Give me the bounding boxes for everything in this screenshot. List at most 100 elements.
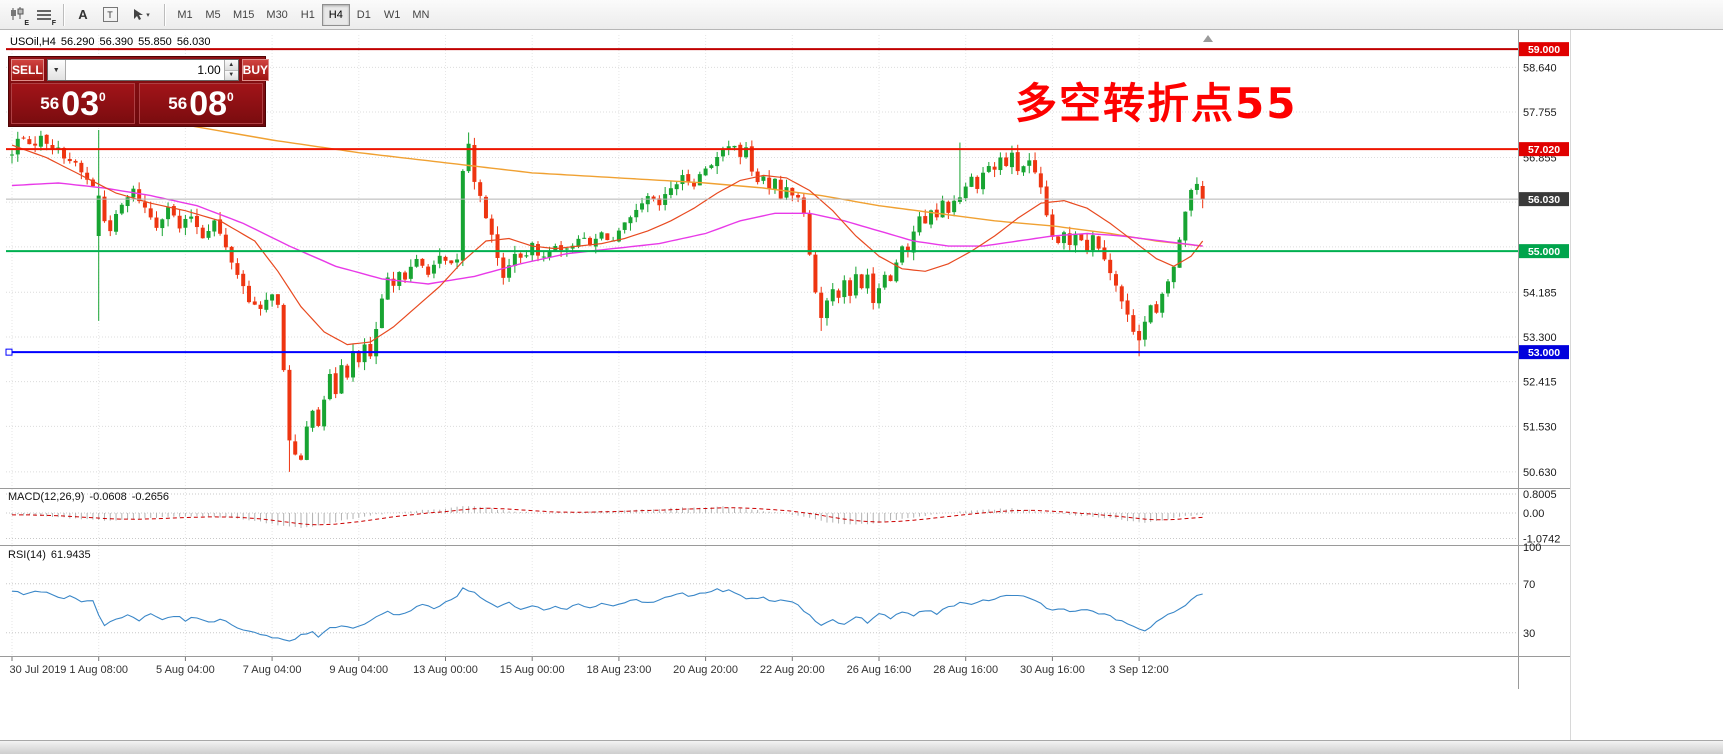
- svg-text:-1.0742: -1.0742: [1523, 533, 1560, 545]
- toolbar-separator: [63, 3, 65, 26]
- icon-sub-label: F: [51, 19, 56, 27]
- price-axis[interactable]: 58.64057.75556.85554.18553.30052.41551.5…: [1519, 42, 1569, 479]
- svg-text:53.000: 53.000: [1528, 347, 1560, 359]
- svg-text:100: 100: [1523, 542, 1541, 554]
- candlestick-chart-icon[interactable]: E: [4, 4, 30, 27]
- svg-text:30 Aug 16:00: 30 Aug 16:00: [1020, 664, 1085, 676]
- indicator-list-icon[interactable]: F: [31, 4, 57, 27]
- svg-text:59.000: 59.000: [1528, 44, 1560, 56]
- icon-sub-label: E: [24, 19, 29, 27]
- ohlc-open: 56.290: [60, 36, 95, 48]
- svg-text:56.030: 56.030: [1528, 194, 1560, 206]
- svg-text:20 Aug 20:00: 20 Aug 20:00: [673, 664, 738, 676]
- tf-d1[interactable]: D1: [356, 8, 371, 21]
- svg-text:30: 30: [1523, 628, 1535, 640]
- buy-price-sup: 0: [227, 90, 234, 104]
- rsi-line: [11, 587, 1203, 642]
- text-annotation-icon[interactable]: A: [78, 7, 88, 22]
- svg-text:18 Aug 23:00: 18 Aug 23:00: [586, 664, 651, 676]
- tf-m30[interactable]: M30: [266, 8, 288, 21]
- sell-price-display[interactable]: 56 03 0: [11, 83, 135, 124]
- svg-text:53.300: 53.300: [1523, 332, 1557, 344]
- candlestick-series: [10, 129, 1205, 472]
- tf-mn[interactable]: MN: [412, 8, 430, 21]
- volume-increase-button[interactable]: ▲: [224, 60, 238, 71]
- tf-m15[interactable]: M15: [233, 8, 255, 21]
- chart-text-annotation[interactable]: 多空转折点55: [1015, 79, 1298, 128]
- svg-text:9 Aug 04:00: 9 Aug 04:00: [329, 664, 388, 676]
- tf-h4[interactable]: H4: [321, 3, 350, 26]
- rsi-indicator-label: RSI(14) 61.9435: [8, 549, 96, 561]
- macd-name: MACD(12,26,9): [8, 491, 85, 503]
- one-click-trading-panel: SELL ▼ ▲ ▼ BUY 56 03 0 56 08 0: [8, 56, 270, 127]
- chevron-down-icon: ▼: [228, 72, 235, 79]
- buy-button[interactable]: BUY: [241, 59, 270, 81]
- horizontal-lines[interactable]: [5, 48, 1518, 356]
- volume-input[interactable]: [65, 60, 224, 80]
- bottom-panel-splitter[interactable]: [0, 740, 1723, 754]
- svg-text:0.8005: 0.8005: [1523, 489, 1557, 501]
- tf-m1[interactable]: M1: [177, 8, 193, 21]
- buy-price-display[interactable]: 56 08 0: [139, 83, 263, 124]
- tf-w1[interactable]: W1: [383, 8, 401, 21]
- svg-text:5 Aug 04:00: 5 Aug 04:00: [156, 664, 215, 676]
- svg-text:52.415: 52.415: [1523, 377, 1557, 389]
- volume-dropdown-button[interactable]: ▼: [47, 60, 66, 80]
- buy-price-prefix: 56: [168, 93, 188, 113]
- price-axis-drag-area[interactable]: [1519, 30, 1569, 690]
- rsi-panel: 100 70 30: [6, 542, 1541, 642]
- chart-shift-marker[interactable]: [1203, 35, 1213, 42]
- macd-signal-line: [11, 507, 1203, 526]
- svg-text:7 Aug 04:00: 7 Aug 04:00: [243, 664, 302, 676]
- sell-button[interactable]: SELL: [11, 59, 44, 81]
- svg-text:30 Jul 2019: 30 Jul 2019: [10, 664, 67, 676]
- toolbar-separator: [164, 3, 166, 26]
- buy-price-big: 08: [189, 84, 228, 123]
- rsi-name: RSI(14): [8, 549, 46, 561]
- rsi-value: 61.9435: [50, 549, 91, 561]
- ma-fast: [11, 144, 1204, 346]
- tf-m5[interactable]: M5: [205, 8, 221, 21]
- chevron-down-icon: ▾: [146, 11, 150, 19]
- macd-main-value: -0.0608: [89, 491, 127, 503]
- hline-handle[interactable]: [5, 348, 13, 356]
- chevron-up-icon: ▲: [228, 61, 235, 68]
- ohlc-low: 55.850: [138, 36, 172, 48]
- ma-slow: [11, 101, 1203, 247]
- toolbar: E F A T ▾ M1 M5 M15 M30 H1 H4 D1 W1 MN: [0, 0, 1723, 30]
- symbol-ohlc-label: USOil,H4 56.290 56.390 55.850 56.030: [10, 36, 215, 48]
- svg-text:13 Aug 00:00: 13 Aug 00:00: [413, 664, 478, 676]
- volume-spinner: ▲ ▼: [223, 60, 238, 80]
- svg-text:28 Aug 16:00: 28 Aug 16:00: [933, 664, 998, 676]
- volume-field: ▼ ▲ ▼: [46, 59, 239, 81]
- svg-text:57.755: 57.755: [1523, 107, 1557, 119]
- svg-text:55.000: 55.000: [1528, 246, 1560, 258]
- ohlc-close: 56.030: [176, 36, 211, 48]
- cursor-glyph: [134, 9, 144, 20]
- svg-text:51.530: 51.530: [1523, 421, 1557, 433]
- volume-decrease-button[interactable]: ▼: [224, 70, 238, 80]
- svg-text:70: 70: [1523, 579, 1535, 591]
- svg-text:3 Sep 12:00: 3 Sep 12:00: [1109, 664, 1168, 676]
- svg-text:50.630: 50.630: [1523, 467, 1557, 479]
- macd-indicator-label: MACD(12,26,9) -0.0608 -0.2656: [8, 491, 174, 503]
- panel-borders: [0, 30, 1570, 689]
- symbol-title: USOil,H4: [10, 36, 56, 48]
- tf-h1[interactable]: H1: [300, 8, 315, 21]
- svg-text:57.020: 57.020: [1528, 144, 1560, 156]
- svg-text:58.640: 58.640: [1523, 62, 1557, 74]
- time-axis[interactable]: 30 Jul 2019 1 Aug 08:00 5 Aug 04:00 7 Aug 0…: [10, 657, 1169, 676]
- list-glyph: [37, 8, 51, 22]
- svg-text:54.185: 54.185: [1523, 287, 1557, 299]
- text-label-icon[interactable]: T: [97, 4, 123, 26]
- moving-averages: [11, 101, 1204, 346]
- cursor-tool-icon[interactable]: ▾: [124, 4, 158, 26]
- sell-price-prefix: 56: [40, 93, 60, 113]
- svg-text:15 Aug 00:00: 15 Aug 00:00: [500, 664, 565, 676]
- macd-signal-value: -0.2656: [131, 491, 170, 503]
- workspace-empty-area: [1570, 30, 1723, 740]
- ohlc-high: 56.390: [99, 36, 134, 48]
- svg-text:1 Aug 08:00: 1 Aug 08:00: [69, 664, 128, 676]
- chevron-down-icon: ▼: [52, 66, 60, 74]
